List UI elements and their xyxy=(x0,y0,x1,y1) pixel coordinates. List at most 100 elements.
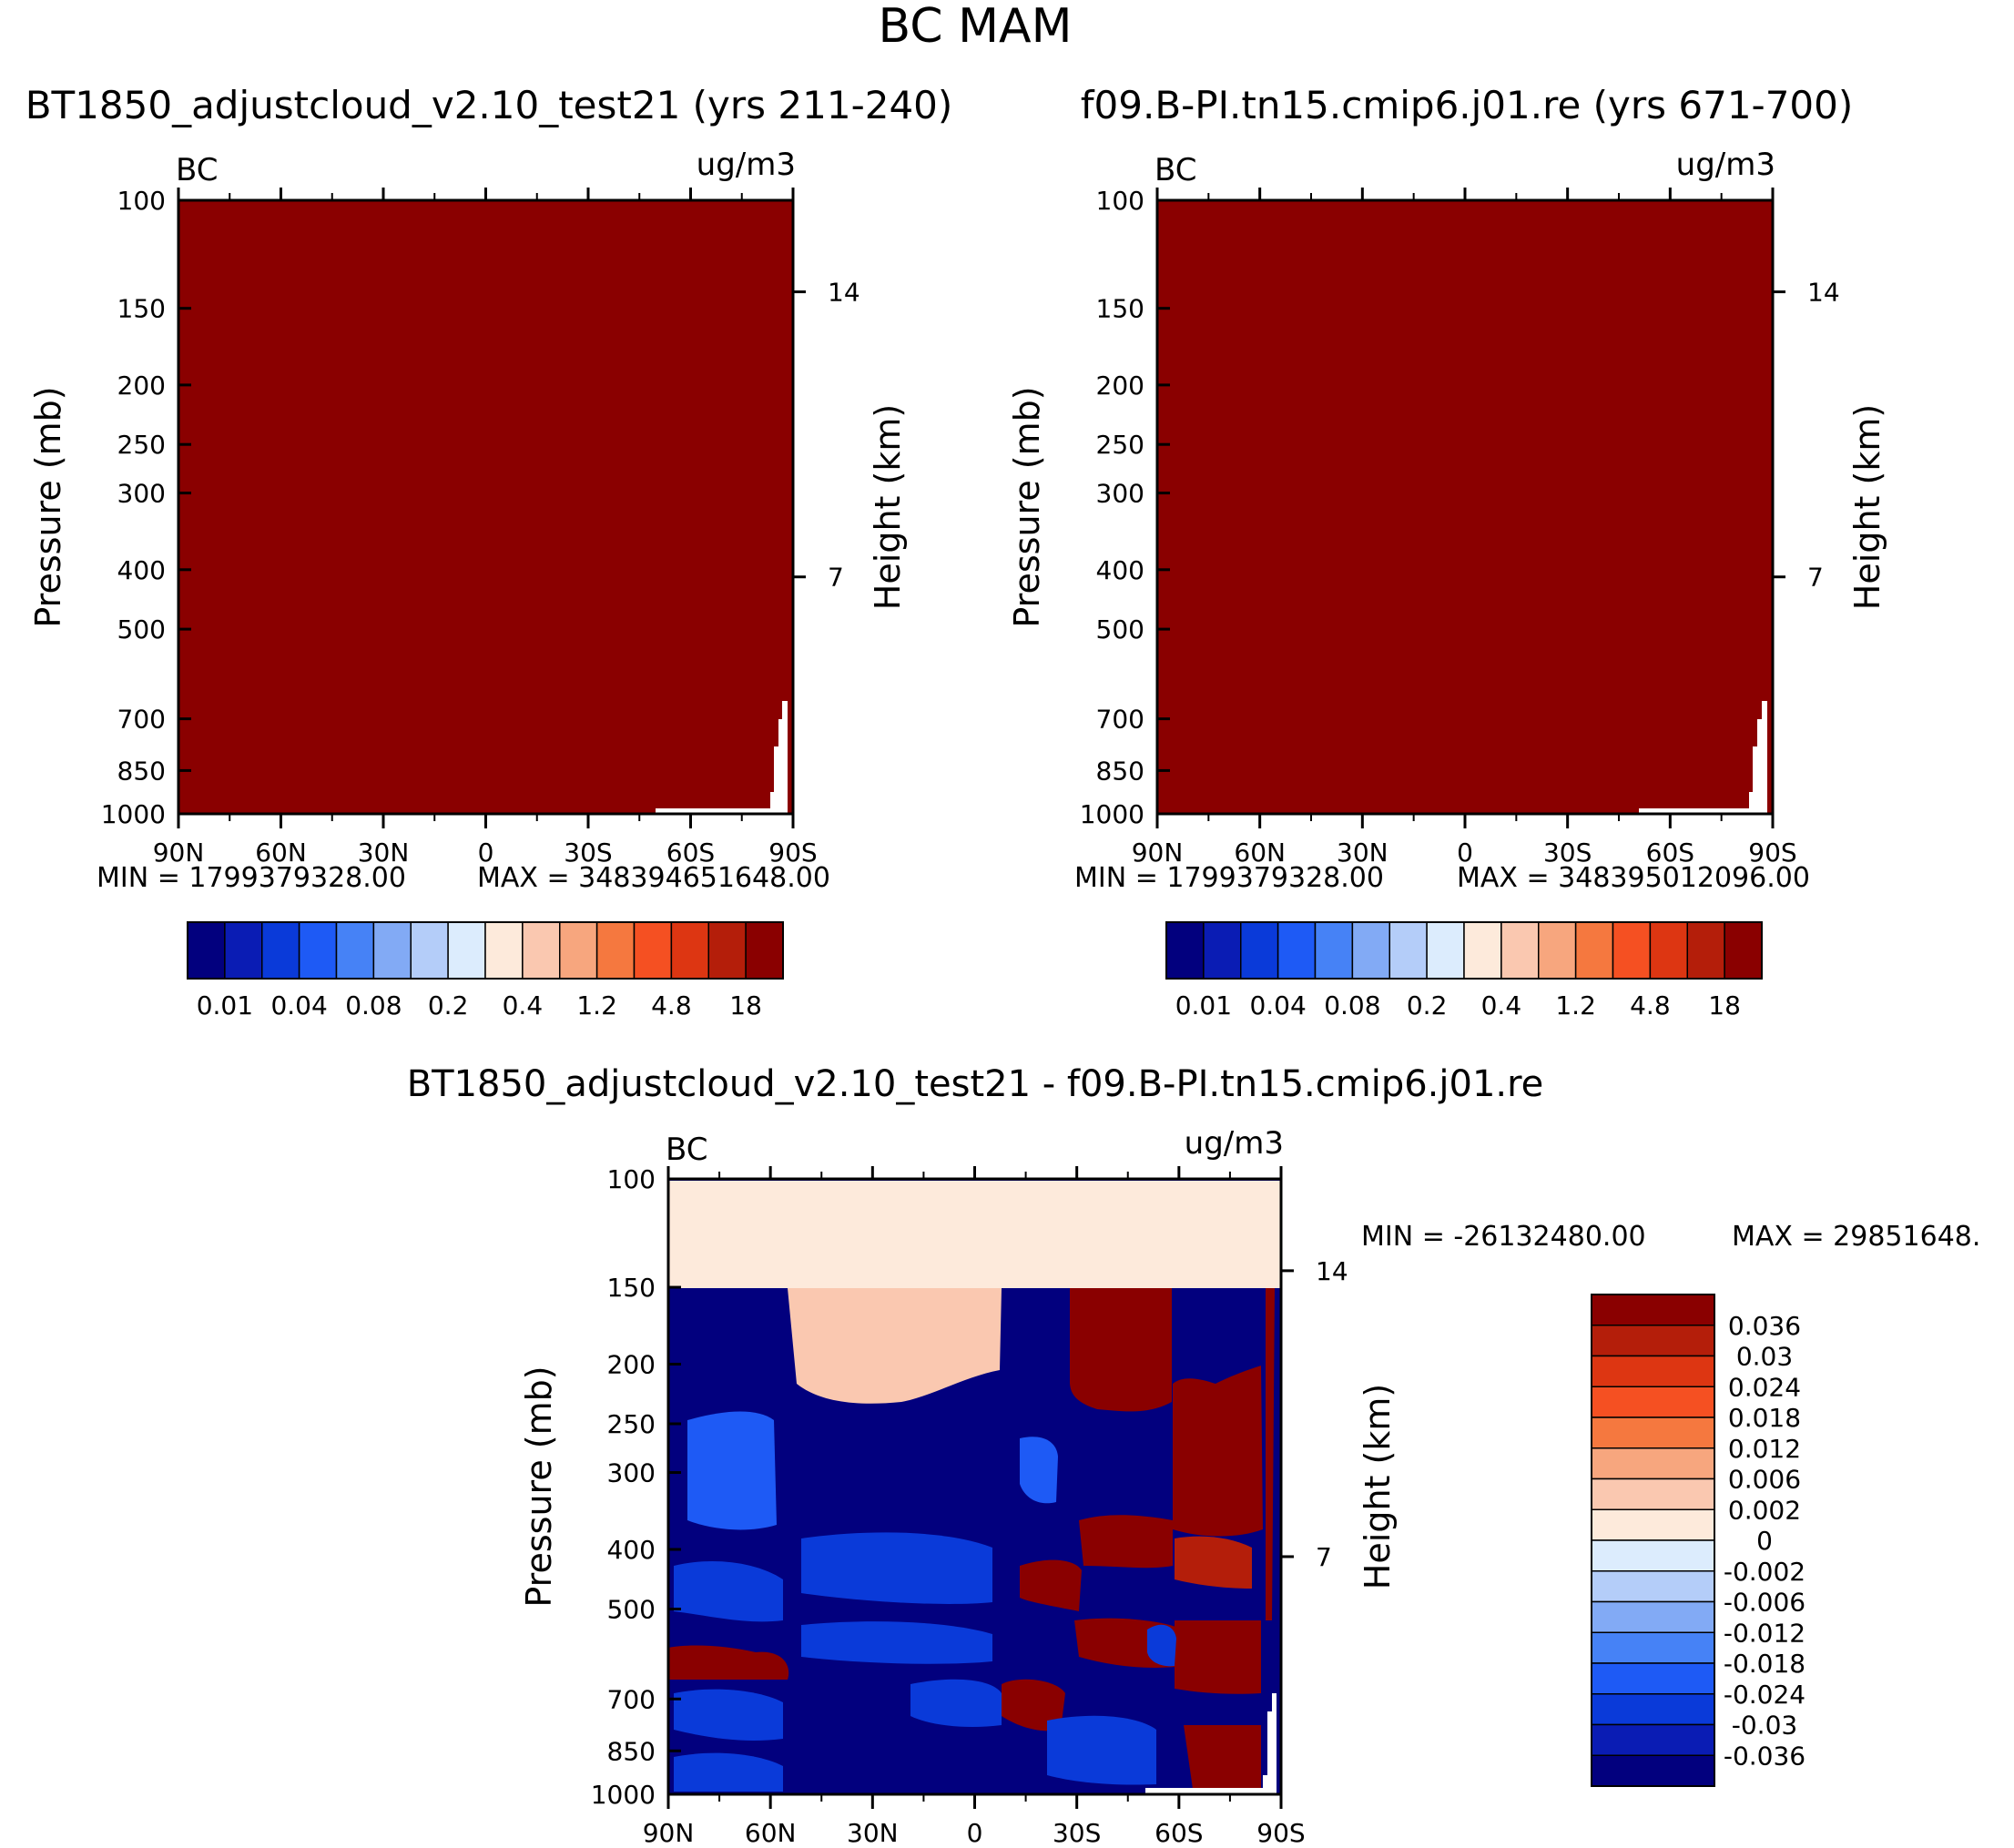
y-right-tick-label: 7 xyxy=(1316,1542,1332,1572)
panel1: BC ug/m3 Pressure (mb) Height (km) MIN =… xyxy=(28,147,908,1020)
panel3-title: BT1850_adjustcloud_v2.10_test21 - f09.B-… xyxy=(407,1063,1544,1105)
y-right-tick-label: 14 xyxy=(1807,278,1840,308)
colorbar-swatch xyxy=(1388,921,1428,980)
colorbar-swatch xyxy=(224,921,263,980)
y-tick-label: 250 xyxy=(117,430,166,460)
y-tick-label: 500 xyxy=(117,614,166,645)
panel1-ylabel-right: Height (km) xyxy=(868,404,908,610)
colorbar-swatch xyxy=(410,921,449,980)
y-tick-label: 150 xyxy=(117,294,166,324)
y-tick-label: 500 xyxy=(1096,614,1144,645)
colorbar-swatch xyxy=(1591,1662,1715,1695)
y-tick-label: 100 xyxy=(1096,186,1144,216)
colorbar-swatch xyxy=(1314,921,1354,980)
panel3-patch-dark-red-2 xyxy=(1173,1366,1263,1537)
y-tick-label: 700 xyxy=(117,705,166,735)
panel3: BC ug/m3 Pressure (mb) Height (km) MIN =… xyxy=(519,1125,1980,1848)
colorbar-swatch xyxy=(1240,921,1279,980)
colorbar-label: 0.4 xyxy=(1481,990,1522,1020)
panel1-left-label: BC xyxy=(176,152,218,188)
colorbar-frame xyxy=(187,921,784,980)
panel2-left-label: BC xyxy=(1154,152,1196,188)
colorbar-swatch xyxy=(670,921,709,980)
colorbar-frame xyxy=(1591,1294,1715,1787)
colorbar-label: 0.006 xyxy=(1728,1465,1801,1495)
colorbar-swatch xyxy=(1591,1693,1715,1726)
panel1-x-ticks: 90N 60N 30N 0 30S 60S 90S xyxy=(153,188,818,868)
colorbar-swatch xyxy=(1591,1754,1715,1787)
colorbar-swatch xyxy=(1591,1325,1715,1357)
colorbar-swatch xyxy=(745,921,784,980)
colorbar-swatch xyxy=(1649,921,1688,980)
colorbar-swatch xyxy=(1591,1447,1715,1480)
colorbar-swatch xyxy=(1203,921,1242,980)
panel3-ylabel: Pressure (mb) xyxy=(519,1366,559,1607)
x-tick-label: 30S xyxy=(1543,838,1592,868)
y-tick-label: 100 xyxy=(607,1164,656,1194)
panel1-colorbar: 0.01 0.04 0.08 0.2 0.4 1.2 4.8 18 xyxy=(187,921,784,1020)
panel3-patch-dark-red-9 xyxy=(668,1645,789,1680)
colorbar-label: 0.04 xyxy=(270,990,327,1020)
y-tick-label: 700 xyxy=(1096,705,1144,735)
y-tick-label: 250 xyxy=(607,1409,656,1439)
colorbar-label: 0.04 xyxy=(1249,990,1306,1020)
colorbar-swatch xyxy=(1591,1355,1715,1387)
panel1-y-right-ticks: 14 7 xyxy=(793,278,860,593)
y-tick-label: 300 xyxy=(607,1458,656,1488)
colorbar-swatch xyxy=(1426,921,1465,980)
panel3-top-band xyxy=(668,1181,1281,1288)
panel2-max: MAX = 348395012096.00 xyxy=(1457,862,1810,894)
panel2-ylabel: Pressure (mb) xyxy=(1007,386,1047,627)
panel3-band-4 xyxy=(674,1689,783,1741)
colorbar-swatch xyxy=(633,921,673,980)
colorbar-label: 0.03 xyxy=(1736,1342,1793,1372)
colorbar-label: 0.024 xyxy=(1728,1372,1801,1402)
x-tick-label: 30S xyxy=(564,838,612,868)
y-right-tick-label: 14 xyxy=(1316,1256,1348,1286)
colorbar-swatch xyxy=(559,921,598,980)
colorbar-swatch xyxy=(1591,1631,1715,1664)
colorbar-swatch xyxy=(1165,921,1205,980)
x-tick-label: 90N xyxy=(1132,838,1184,868)
y-tick-label: 300 xyxy=(1096,479,1144,509)
panel1-field xyxy=(178,200,793,814)
panel3-patch-dark-red-4 xyxy=(1020,1559,1082,1611)
panel2: BC ug/m3 Pressure (mb) Height (km) MIN =… xyxy=(1007,147,1887,1020)
panel2-field xyxy=(1157,200,1773,814)
colorbar-label: -0.002 xyxy=(1724,1557,1805,1587)
colorbar-swatch xyxy=(522,921,561,980)
colorbar-swatch xyxy=(1591,1294,1715,1326)
colorbar-swatch xyxy=(1463,921,1502,980)
x-tick-label: 60N xyxy=(745,1818,797,1848)
panel3-patch-dark-red-1 xyxy=(1070,1288,1172,1412)
colorbar-label: -0.03 xyxy=(1732,1711,1797,1741)
colorbar-swatch xyxy=(1591,1723,1715,1756)
y-right-tick-label: 7 xyxy=(828,563,844,593)
colorbar-label: 0.01 xyxy=(197,990,253,1020)
panel3-x-ticks: 90N 60N 30N 0 30S 60S 90S xyxy=(643,1166,1306,1848)
panel3-patch-dark-red-3 xyxy=(1079,1515,1173,1569)
y-right-tick-label: 7 xyxy=(1807,563,1824,593)
x-tick-label: 30N xyxy=(1337,838,1388,868)
y-tick-label: 100 xyxy=(117,186,166,216)
y-tick-label: 700 xyxy=(607,1684,656,1714)
colorbar-label: 1.2 xyxy=(576,990,617,1020)
panel3-missing-region xyxy=(1145,1693,1277,1794)
colorbar-label: 1.2 xyxy=(1555,990,1596,1020)
y-tick-label: 1000 xyxy=(101,799,166,829)
x-tick-label: 60N xyxy=(1234,838,1286,868)
panel3-patch-dark-red-7 xyxy=(1002,1679,1065,1731)
colorbar-swatch xyxy=(372,921,412,980)
colorbar-frame xyxy=(1165,921,1763,980)
panel3-band-5 xyxy=(910,1679,1002,1727)
colorbar-label: -0.036 xyxy=(1724,1741,1805,1771)
panel3-y-right-ticks: 14 7 xyxy=(1281,1256,1348,1572)
panel1-right-label: ug/m3 xyxy=(697,147,796,183)
colorbar-label: 0.2 xyxy=(428,990,469,1020)
colorbar-label: 18 xyxy=(1708,990,1741,1020)
x-tick-label: 90S xyxy=(1256,1818,1305,1848)
y-tick-label: 400 xyxy=(117,555,166,585)
panel3-band-1 xyxy=(674,1561,783,1622)
panel3-min: MIN = -26132480.00 xyxy=(1361,1221,1646,1253)
